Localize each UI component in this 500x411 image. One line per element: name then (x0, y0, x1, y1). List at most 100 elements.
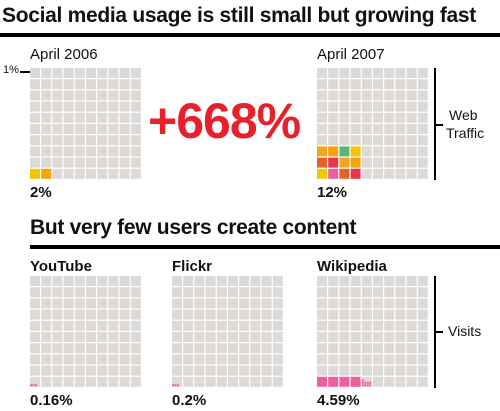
waffle-cell (339, 124, 350, 134)
waffle-cell (317, 332, 327, 342)
waffle-cell (86, 343, 96, 354)
waffle-cell (406, 157, 417, 168)
waffle-cell (30, 354, 40, 365)
waffle-cell (205, 298, 216, 309)
waffle-cell (216, 298, 227, 309)
waffle-cell-filled (339, 157, 350, 168)
waffle-cell (384, 146, 395, 157)
waffle-cell (108, 157, 119, 168)
waffle-cell (52, 90, 63, 101)
waffle-cell (406, 68, 417, 78)
waffle-april-2007 (317, 68, 428, 179)
waffle-cell (406, 320, 417, 331)
waffle-cell-filled (328, 376, 339, 387)
waffle-cell (373, 276, 383, 286)
waffle-cell (395, 332, 406, 342)
waffle-cell (350, 124, 361, 134)
waffle-cell (373, 68, 383, 78)
waffle-cell (395, 135, 406, 146)
waffle-cell (395, 157, 406, 168)
waffle-cell (350, 354, 361, 365)
waffle-cell (63, 68, 74, 78)
waffle-cell (63, 135, 74, 146)
visits-label: Visits (448, 323, 482, 339)
waffle-cell (108, 309, 119, 320)
waffle-cell (130, 287, 141, 298)
waffle-cell (317, 354, 327, 365)
waffle-cell (395, 168, 406, 179)
waffle-cell (395, 146, 406, 157)
waffle-cell (130, 354, 141, 365)
headline-top-rule (0, 33, 500, 37)
waffle-cell (395, 124, 406, 134)
waffle-cell (328, 90, 339, 101)
waffle-cell (350, 309, 361, 320)
waffle-cell (130, 112, 141, 123)
waffle-cell (216, 354, 227, 365)
waffle-cell (74, 79, 85, 90)
waffle-cell (130, 376, 141, 387)
waffle-cell (228, 276, 238, 286)
waffle-cell (119, 157, 130, 168)
waffle-cell (384, 79, 395, 90)
waffle-cell (74, 101, 85, 112)
waffle-cell (373, 354, 383, 365)
waffle-cell (373, 320, 383, 331)
panel-title-2007: April 2007 (317, 46, 385, 63)
waffle-cell (74, 90, 85, 101)
waffle-cell (119, 287, 130, 298)
one-percent-tick (20, 71, 30, 73)
waffle-cell (194, 298, 205, 309)
waffle-cell (417, 276, 428, 286)
waffle-cell (108, 68, 119, 78)
waffle-cell (130, 135, 141, 146)
waffle-cell (41, 332, 52, 342)
waffle-cell (361, 168, 372, 179)
waffle-cell (86, 79, 96, 90)
waffle-cell (228, 332, 238, 342)
waffle-cell (74, 276, 85, 286)
waffle-cell (384, 343, 395, 354)
waffle-cell (183, 365, 194, 376)
waffle-cell (183, 309, 194, 320)
waffle-cell (395, 101, 406, 112)
waffle-cell (52, 101, 63, 112)
waffle-cell (395, 79, 406, 90)
waffle-cell (395, 354, 406, 365)
waffle-cell (205, 309, 216, 320)
value-april-2007: 12% (317, 184, 348, 201)
waffle-cell (97, 298, 108, 309)
waffle-cell (250, 309, 261, 320)
waffle-cell (384, 276, 395, 286)
waffle-cell (172, 276, 182, 286)
waffle-cell (130, 124, 141, 134)
waffle-cell (417, 376, 428, 387)
waffle-cell (350, 68, 361, 78)
waffle-cell (373, 135, 383, 146)
waffle-cell (406, 309, 417, 320)
waffle-cell (216, 320, 227, 331)
waffle-cell (183, 287, 194, 298)
waffle-cell (194, 343, 205, 354)
value-wikipedia: 4.59% (317, 392, 360, 409)
waffle-cell (384, 168, 395, 179)
web-traffic-tick (434, 124, 443, 126)
waffle-cell (250, 298, 261, 309)
waffle-cell (86, 112, 96, 123)
waffle-cell (130, 320, 141, 331)
waffle-cell (272, 376, 283, 387)
waffle-cell (63, 124, 74, 134)
site-title-youtube: YouTube (30, 258, 92, 275)
waffle-wikipedia (317, 276, 428, 387)
waffle-cell (41, 157, 52, 168)
waffle-cell (328, 135, 339, 146)
waffle-cell (361, 287, 372, 298)
waffle-cell (86, 135, 96, 146)
waffle-cell (373, 146, 383, 157)
waffle-cell (317, 343, 327, 354)
waffle-cell (261, 287, 272, 298)
waffle-cell (183, 276, 194, 286)
waffle-cell (384, 68, 395, 78)
waffle-cell (108, 135, 119, 146)
waffle-cell (194, 376, 205, 387)
